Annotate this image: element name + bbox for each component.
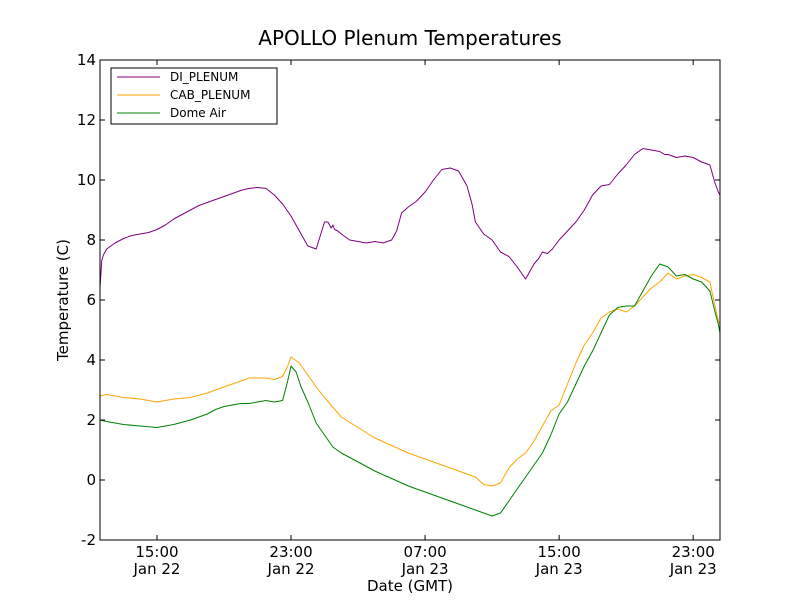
legend-label: CAB_PLENUM [170,88,250,102]
y-axis: -2 0 2 4 6 8 10 12 14 [77,51,720,549]
x-tick-date: Jan 23 [669,560,717,578]
x-axis-label: Date (GMT) [367,577,453,595]
legend-label: Dome Air [170,106,226,120]
series-layer [99,148,721,517]
legend: DI_PLENUM CAB_PLENUM Dome Air [110,67,278,125]
y-axis-label: Temperature (C) [54,239,72,362]
x-tick-date: Jan 23 [401,560,449,578]
x-tick-date: Jan 22 [132,560,180,578]
y-tick-label: 14 [77,51,96,69]
x-tick-date: Jan 22 [267,560,315,578]
series-line-dome-air [99,263,721,517]
y-tick-label: 2 [86,411,96,429]
y-tick-label: 0 [86,471,96,489]
y-tick-label: -2 [81,531,96,549]
y-tick-label: 4 [86,351,96,369]
x-tick-time: 15:00 [538,543,581,561]
y-tick-label: 12 [77,111,96,129]
chart-title: APOLLO Plenum Temperatures [258,26,561,50]
x-tick-time: 23:00 [672,543,715,561]
y-tick-label: 10 [77,171,96,189]
legend-label: DI_PLENUM [170,70,238,84]
series-line-di-plenum [99,148,721,289]
y-tick-label: 8 [86,231,96,249]
series-line-cab-plenum [99,272,721,487]
x-tick-time: 07:00 [403,543,446,561]
y-tick-label: 6 [86,291,96,309]
x-tick-time: 23:00 [269,543,312,561]
x-tick-date: Jan 23 [535,560,583,578]
x-tick-time: 15:00 [135,543,178,561]
